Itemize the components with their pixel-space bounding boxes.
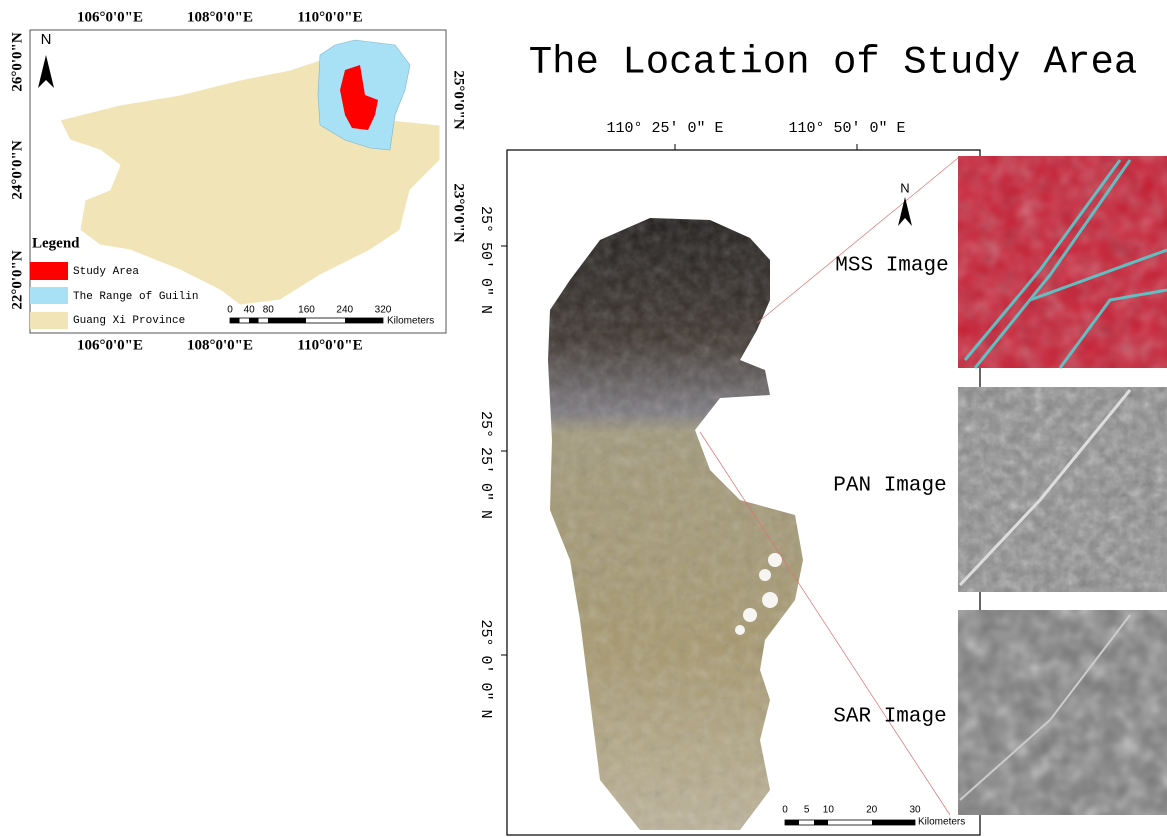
- longitude-label: 110° 50′ 0″ E: [788, 120, 905, 137]
- latitude-label: 23°0'0"N: [451, 183, 467, 242]
- legend-item: The Range of Guilin: [73, 291, 198, 303]
- legend-item: Study Area: [73, 266, 139, 278]
- latitude-label: 25° 0′ 0″ N: [477, 619, 494, 718]
- scale-label: 0: [782, 805, 788, 816]
- image-label: MSS Image: [835, 255, 948, 278]
- latitude-label: 25° 50′ 0″ N: [477, 206, 494, 314]
- longitude-label: 106°0'0"E: [77, 337, 143, 353]
- legend-swatch: [30, 312, 68, 329]
- scale-bar: [230, 318, 383, 323]
- scale-label: 80: [263, 305, 275, 316]
- legend-swatch: [30, 287, 68, 304]
- image-label: SAR Image: [833, 706, 946, 729]
- latitude-label: 25°0'0"N: [451, 70, 467, 129]
- latitude-label: 25° 25′ 0″ N: [477, 411, 494, 519]
- scale-label: 40: [244, 305, 256, 316]
- scale-unit: Kilometers: [918, 817, 965, 828]
- image-label: PAN Image: [833, 475, 946, 498]
- scale-label: 10: [823, 805, 835, 816]
- scale-label: 240: [336, 305, 353, 316]
- image-texture: [958, 387, 1167, 592]
- legend-swatch: [30, 262, 68, 280]
- legend-item: Guang Xi Province: [73, 315, 185, 327]
- longitude-label: 110°0'0"E: [297, 9, 362, 25]
- scale-label: 20: [866, 805, 878, 816]
- longitude-label: 106°0'0"E: [77, 9, 143, 25]
- scale-label: 5: [804, 805, 810, 816]
- scale-label: 320: [375, 305, 392, 316]
- legend-title: Legend: [32, 235, 80, 251]
- scale-label: 30: [909, 805, 921, 816]
- latitude-label: 22°0'0"N: [9, 250, 25, 309]
- scale-label: 0: [227, 305, 233, 316]
- figure: N Legend Study Area The Range of Guilin …: [0, 0, 1167, 837]
- north-label: N: [900, 180, 909, 195]
- title: The Location of Study Area: [529, 40, 1138, 84]
- longitude-label: 108°0'0"E: [187, 337, 253, 353]
- north-label: N: [41, 31, 52, 48]
- image-texture: [958, 610, 1167, 815]
- scale-bar: [785, 820, 915, 825]
- latitude-label: 24°0'0"N: [9, 140, 25, 199]
- longitude-label: 110°0'0"E: [297, 337, 362, 353]
- scale-unit: Kilometers: [387, 316, 434, 327]
- scale-label: 160: [298, 305, 315, 316]
- latitude-label: 26°0'0"N: [9, 32, 25, 91]
- longitude-label: 108°0'0"E: [187, 9, 253, 25]
- longitude-label: 110° 25′ 0″ E: [606, 120, 723, 137]
